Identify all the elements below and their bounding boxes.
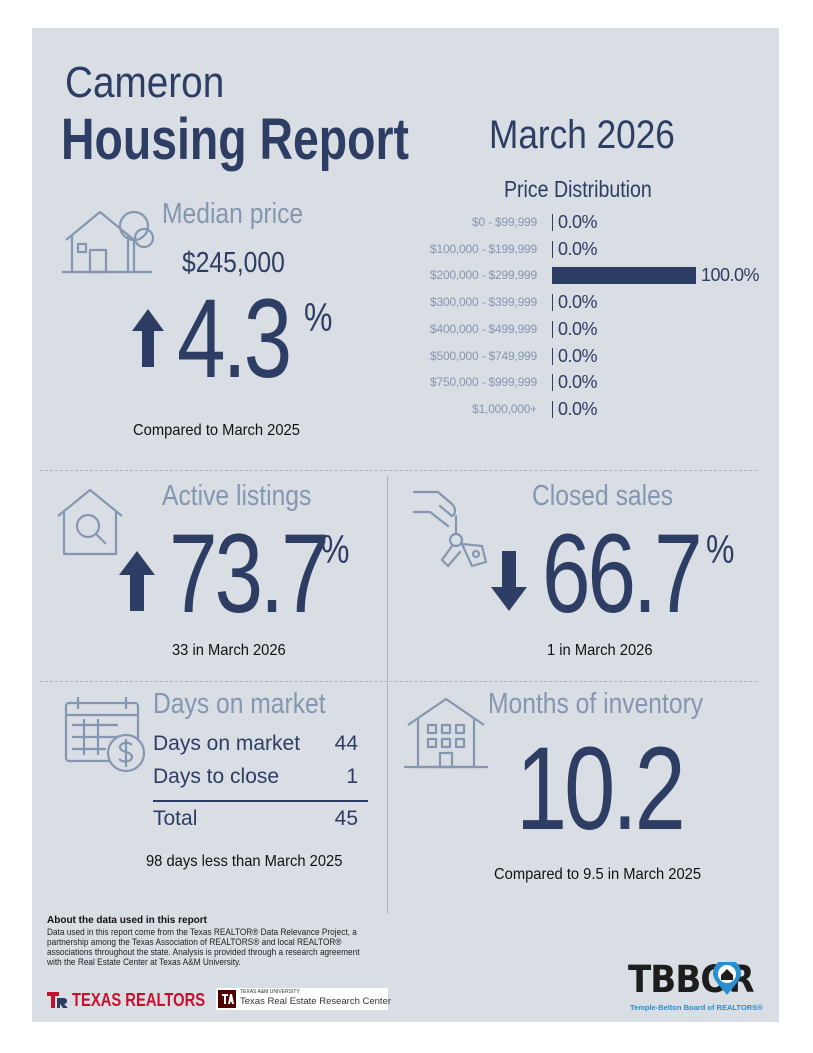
- closed-sales-change: 66.7: [542, 511, 703, 636]
- about-text: Data used in this report come from the T…: [47, 927, 360, 967]
- report-period: March 2026: [489, 113, 675, 157]
- price-distribution-row: $500,000 - $749,999 0.0%: [422, 345, 762, 367]
- price-range-value: 0.0%: [558, 212, 598, 232]
- price-range-value: 0.0%: [558, 318, 598, 339]
- median-price-caption: Compared to March 2025: [133, 422, 300, 439]
- about-line: partnership among the Texas Association …: [47, 937, 342, 947]
- months-inventory-title: Months of inventory: [488, 688, 704, 720]
- price-range-label: $100,000 - $199,999: [430, 241, 537, 256]
- arrow-up-icon: [132, 309, 164, 367]
- section-divider: [40, 470, 757, 471]
- median-price-title: Median price: [162, 198, 304, 230]
- price-distribution-row: $200,000 - $299,999 100.0%: [422, 264, 762, 286]
- price-range-label: $0 - $99,999: [472, 215, 537, 229]
- median-price-percent: %: [304, 296, 333, 340]
- price-range-label: $200,000 - $299,999: [430, 268, 537, 283]
- price-range-label: $300,000 - $399,999: [430, 295, 537, 310]
- tbbor-name: Temple-Belton Board of REALTORS®: [630, 1003, 763, 1012]
- price-range-label: $1,000,000+: [472, 401, 537, 416]
- price-range-axis-tick: [552, 294, 553, 312]
- dom-row: Days on market 44: [153, 732, 358, 756]
- price-distribution-row: $750,000 - $999,999 0.0%: [422, 371, 762, 393]
- price-range-axis-tick: [552, 320, 553, 338]
- tamu-logo: TEXAS A&M UNIVERSITY Texas Real Estate R…: [216, 988, 392, 1010]
- active-listings-change: 73.7: [169, 511, 330, 636]
- arrow-up-icon: [119, 551, 155, 611]
- price-range-bar: [553, 267, 696, 285]
- dom-row-label: Days on market: [153, 732, 301, 755]
- section-divider: [40, 681, 757, 682]
- dom-total-value: 45: [334, 807, 358, 830]
- tbbor-logo: TBBOR: [628, 958, 778, 1001]
- price-range-value: 0.0%: [558, 345, 598, 366]
- price-distribution-row: $400,000 - $499,999 0.0%: [422, 318, 762, 340]
- closed-sales-percent: %: [706, 528, 735, 572]
- price-range-value: 0.0%: [558, 238, 598, 259]
- about-line: Data used in this report come from the T…: [47, 927, 357, 937]
- dom-row: Days to close 1: [153, 765, 358, 789]
- report-title: Housing Report: [61, 107, 409, 172]
- active-listings-caption: 33 in March 2026: [172, 642, 286, 659]
- months-inventory-caption: Compared to 9.5 in March 2025: [494, 866, 702, 883]
- city-name: Cameron: [65, 58, 225, 107]
- calendar-dollar-icon: [62, 695, 148, 775]
- price-range-label: $500,000 - $749,999: [430, 348, 537, 363]
- days-on-market-caption: 98 days less than March 2025: [146, 853, 343, 870]
- house-tree-icon: [60, 200, 156, 278]
- price-range-label: $750,000 - $999,999: [430, 375, 537, 390]
- arrow-down-icon: [491, 551, 527, 611]
- price-range-axis-tick: [552, 347, 553, 365]
- price-distribution-row: $300,000 - $399,999 0.0%: [422, 291, 762, 313]
- price-range-value: 0.0%: [558, 398, 598, 419]
- price-distribution-title: Price Distribution: [504, 176, 652, 202]
- apartment-building-icon: [402, 695, 490, 773]
- dom-total-label: Total: [153, 807, 198, 830]
- hand-keys-icon: [412, 486, 494, 576]
- tamu-center-text: Texas Real Estate Research Center: [240, 996, 392, 1007]
- price-range-axis-tick: [552, 214, 553, 231]
- total-rule: [153, 800, 368, 802]
- closed-sales-caption: 1 in March 2026: [547, 642, 653, 659]
- active-listings-percent: %: [321, 528, 350, 572]
- tamu-emblem-icon: [218, 990, 236, 1008]
- price-range-axis-tick: [552, 267, 553, 285]
- price-range-value: 100.0%: [701, 265, 760, 286]
- price-distribution-row: $1,000,000+ 0.0%: [422, 398, 762, 420]
- dom-total-row: Total 45: [153, 807, 358, 831]
- about-line: associations throughout the state. Analy…: [47, 947, 360, 957]
- about-title: About the data used in this report: [47, 915, 208, 926]
- closed-sales-title: Closed sales: [532, 480, 674, 512]
- price-distribution-row: $0 - $99,999 0.0%: [422, 211, 762, 233]
- dom-row-label: Days to close: [153, 765, 280, 788]
- house-search-icon: [54, 486, 126, 558]
- texas-realtors-logo-icon: [47, 990, 69, 1010]
- about-line: with the Real Estate Center at Texas A&M…: [47, 957, 241, 967]
- median-price-value: $245,000: [182, 247, 285, 279]
- texas-realtors-wordmark: TEXAS REALTORS: [72, 990, 206, 1010]
- dom-row-value: 1: [346, 765, 358, 788]
- days-on-market-title: Days on market: [153, 688, 326, 720]
- price-distribution-row: $100,000 - $199,999 0.0%: [422, 238, 762, 260]
- dom-row-value: 44: [334, 732, 358, 755]
- column-divider: [387, 476, 388, 914]
- report-page: Cameron Housing Report March 2026 Median…: [32, 28, 779, 1022]
- months-inventory-value: 10.2: [516, 723, 686, 855]
- tamu-small-text: TEXAS A&M UNIVERSITY: [240, 989, 300, 995]
- active-listings-title: Active listings: [162, 480, 312, 512]
- price-range-axis-tick: [552, 374, 553, 392]
- price-range-label: $400,000 - $499,999: [430, 321, 537, 336]
- location-pin-house-icon: [712, 959, 742, 996]
- price-range-axis-tick: [552, 240, 553, 258]
- median-price-change: 4.3: [177, 276, 292, 401]
- price-range-value: 0.0%: [558, 372, 598, 393]
- price-range-axis-tick: [552, 400, 553, 418]
- price-range-value: 0.0%: [558, 292, 598, 313]
